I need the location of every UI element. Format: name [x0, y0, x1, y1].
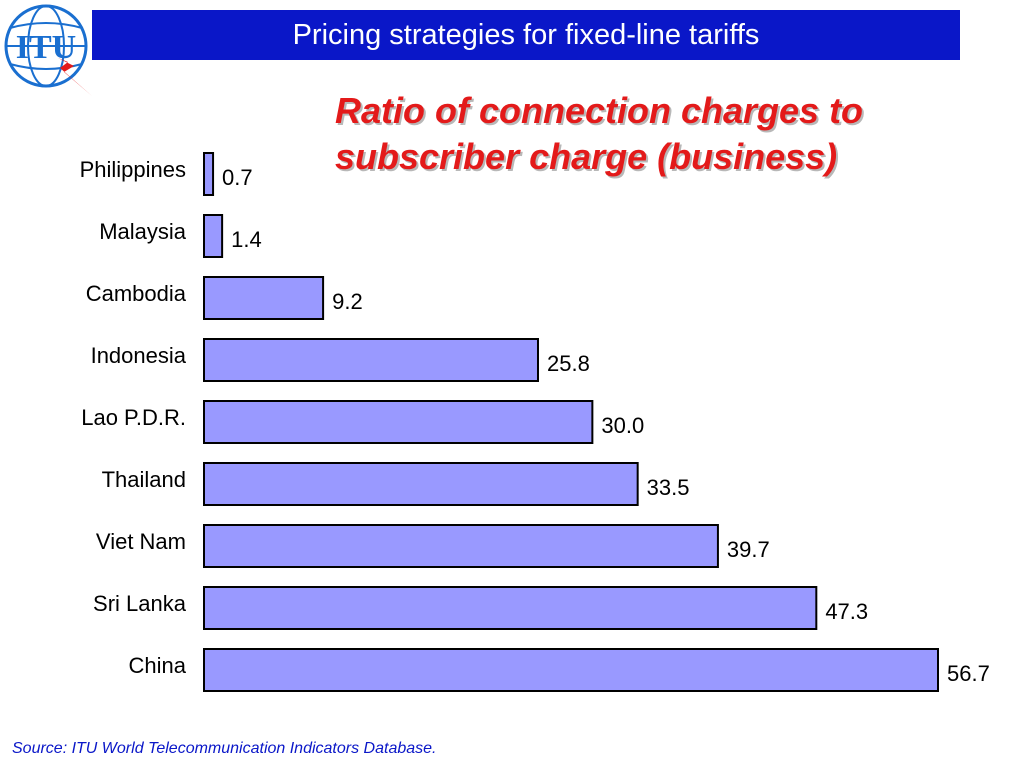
bar-cambodia — [203, 276, 325, 320]
bar-thailand — [203, 462, 639, 506]
category-label: Cambodia — [86, 281, 187, 306]
value-label: 47.3 — [825, 599, 868, 624]
value-label: 25.8 — [547, 351, 590, 376]
bar-lao-p-d-r- — [203, 400, 594, 444]
category-label: Lao P.D.R. — [81, 405, 186, 430]
category-label: Viet Nam — [96, 529, 186, 554]
bar-sri-lanka — [203, 586, 818, 630]
category-label: Thailand — [102, 467, 186, 492]
bar-china — [203, 648, 939, 692]
chart-title: Ratio of connection charges to subscribe… — [335, 90, 864, 177]
itu-logo: ITU — [4, 4, 92, 96]
bar-philippines — [203, 152, 215, 196]
header-bar — [92, 10, 960, 60]
value-label: 33.5 — [647, 475, 690, 500]
category-label: Indonesia — [91, 343, 187, 368]
value-label: 39.7 — [727, 537, 770, 562]
bar-malaysia — [203, 214, 224, 258]
value-label: 0.7 — [222, 165, 253, 190]
value-label: 56.7 — [947, 661, 990, 686]
bar-viet-nam — [203, 524, 719, 568]
value-label: 30.0 — [601, 413, 644, 438]
category-label: Malaysia — [99, 219, 187, 244]
logo-globe-parallel-top — [9, 22, 83, 29]
logo-globe-parallel-bottom — [9, 63, 83, 70]
category-label: Sri Lanka — [93, 591, 187, 616]
source-note: Source: ITU World Telecommunication Indi… — [12, 740, 437, 757]
value-label: 9.2 — [332, 289, 363, 314]
category-label: Philippines — [80, 157, 186, 182]
logo-text: ITU — [16, 29, 76, 66]
value-label: 1.4 — [231, 227, 262, 252]
category-label: China — [129, 653, 187, 678]
bar-indonesia — [203, 338, 539, 382]
logo-lightning-bolt — [58, 58, 92, 96]
slide-title: Pricing strategies for fixed-line tariff… — [292, 19, 760, 51]
